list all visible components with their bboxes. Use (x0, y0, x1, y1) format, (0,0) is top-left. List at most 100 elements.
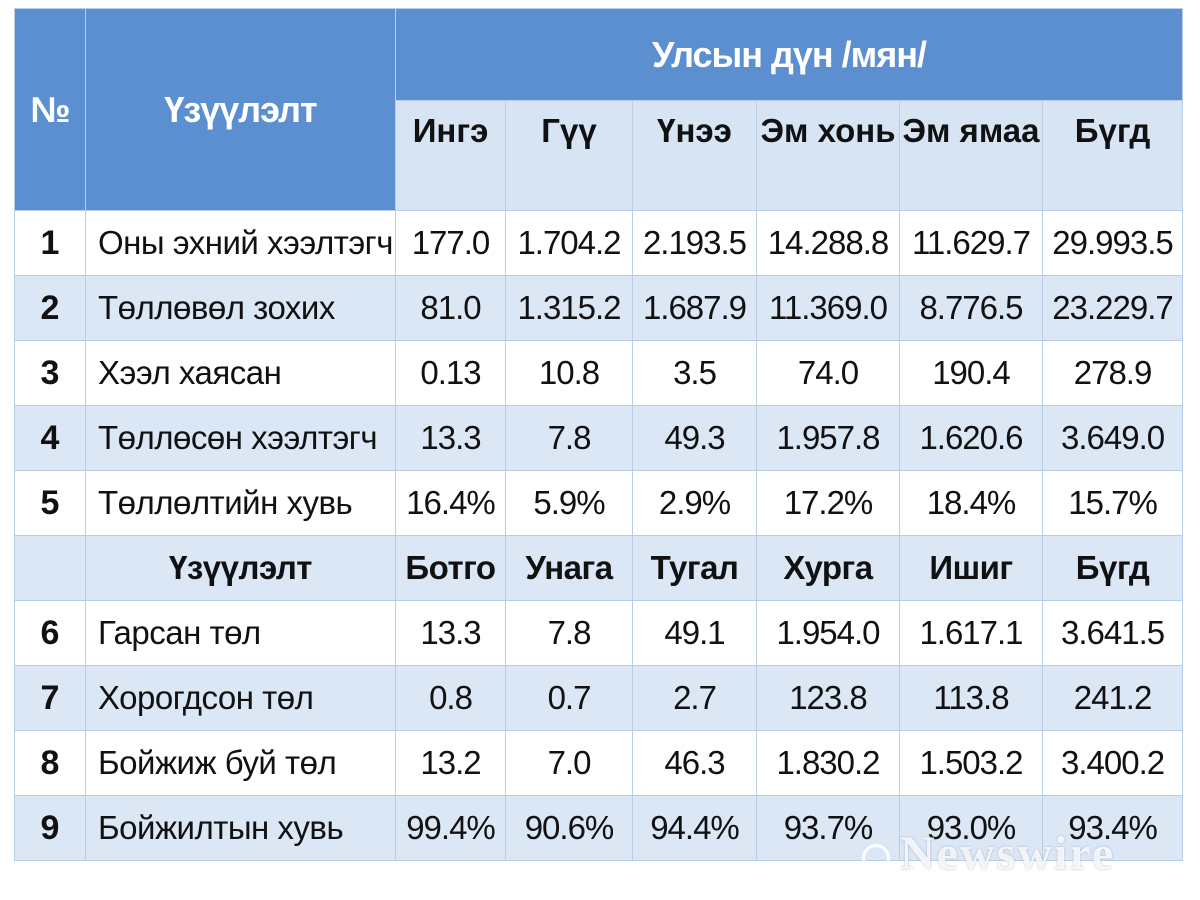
number-header: № (14, 8, 86, 211)
row-number: 1 (14, 210, 86, 276)
cell-value: 93.0% (899, 795, 1043, 861)
cell-value: 7.8 (505, 405, 633, 471)
cell-value: 1.687.9 (632, 275, 757, 341)
table-row: 7 Хорогдсон төл 0.8 0.7 2.7 123.8 113.8 241.2 (14, 665, 1184, 731)
column-header: Эм ямаа (899, 100, 1043, 211)
young-column-header: Ишиг (899, 535, 1043, 601)
cell-value: 1.315.2 (505, 275, 633, 341)
cell-value: 99.4% (395, 795, 506, 861)
row-number: 4 (14, 405, 86, 471)
cell-value: 113.8 (899, 665, 1043, 731)
table-row: 1 Оны эхний хээлтэгч 177.0 1.704.2 2.193.5 14… (14, 210, 1184, 276)
cell-value: 0.13 (395, 340, 506, 406)
cell-value: 90.6% (505, 795, 633, 861)
cell-value: 1.503.2 (899, 730, 1043, 796)
column-header: Ингэ (395, 100, 506, 211)
newswire-logo-icon (862, 843, 890, 872)
cell-value: 1.954.0 (756, 600, 900, 666)
row-number: 2 (14, 275, 86, 341)
cell-value: 241.2 (1041, 665, 1184, 731)
cell-value: 123.8 (756, 665, 900, 731)
cell-value: 49.1 (632, 600, 757, 666)
table-row: 9 Бойжилтын хувь 99.4% 90.6% 94.4% 93.7% 93.0%… (14, 795, 1184, 861)
young-column-header: Бүгд (1041, 535, 1184, 601)
cell-value: 3.649.0 (1041, 405, 1184, 471)
row-label: Хорогдсон төл (85, 665, 396, 731)
table-row: 5 Төллөлтийн хувь 16.4% 5.9% 2.9% 17.2% 18.4% 1… (14, 470, 1184, 536)
indicator-subheader: Үзүүлэлт (85, 535, 396, 601)
row-label: Оны эхний хээлтэгч (85, 210, 396, 276)
cell-value: 1.704.2 (505, 210, 633, 276)
cell-value: 13.2 (395, 730, 506, 796)
row-number: 9 (14, 795, 86, 861)
cell-value: 8.776.5 (899, 275, 1043, 341)
empty-cell (14, 535, 86, 601)
cell-value: 3.641.5 (1041, 600, 1184, 666)
cell-value: 29.993.5 (1041, 210, 1184, 276)
table-row: 4 Төллөсөн хээлтэгч 13.3 7.8 49.3 1.957.8 1.62… (14, 405, 1184, 471)
cell-value: 5.9% (505, 470, 633, 536)
cell-value: 2.9% (632, 470, 757, 536)
row-label: Төллөсөн хээлтэгч (85, 405, 396, 471)
cell-value: 7.0 (505, 730, 633, 796)
indicator-header: Үзүүлэлт (85, 8, 396, 211)
row-label: Хээл хаясан (85, 340, 396, 406)
table-row: 2 Төллөвөл зохих 81.0 1.315.2 1.687.9 11.369.… (14, 275, 1184, 341)
column-header: Бүгд (1041, 100, 1184, 211)
cell-value: 13.3 (395, 600, 506, 666)
cell-value: 18.4% (899, 470, 1043, 536)
row-label: Бойжиж буй төл (85, 730, 396, 796)
column-header: Гүү (505, 100, 633, 211)
cell-value: 190.4 (899, 340, 1043, 406)
column-header-row: Ингэ Гүү Үнээ Эм хонь Эм ямаа Бүгд (15, 100, 1184, 211)
cell-value: 177.0 (395, 210, 506, 276)
row-label: Бойжилтын хувь (85, 795, 396, 861)
cell-value: 2.193.5 (632, 210, 757, 276)
cell-value: 1.617.1 (899, 600, 1043, 666)
row-number: 3 (14, 340, 86, 406)
cell-value: 3.5 (632, 340, 757, 406)
cell-value: 14.288.8 (756, 210, 900, 276)
young-column-header: Унага (505, 535, 633, 601)
young-column-header: Тугал (632, 535, 757, 601)
watermark-text: Newswire (900, 827, 1116, 880)
cell-value: 1.830.2 (756, 730, 900, 796)
young-column-header: Ботго (395, 535, 506, 601)
column-header: Эм хонь (756, 100, 900, 211)
young-column-header: Хурга (756, 535, 900, 601)
row-number: 8 (14, 730, 86, 796)
row-number: 5 (14, 470, 86, 536)
cell-value: 46.3 (632, 730, 757, 796)
cell-value: 1.620.6 (899, 405, 1043, 471)
cell-value: 1.957.8 (756, 405, 900, 471)
cell-value: 11.629.7 (899, 210, 1043, 276)
table-row: 6 Гарсан төл 13.3 7.8 49.1 1.954.0 1.617.1 3.64… (14, 600, 1184, 666)
table-row: 3 Хээл хаясан 0.13 10.8 3.5 74.0 190.4 278.9 (14, 340, 1184, 406)
table-row: 8 Бойжиж буй төл 13.2 7.0 46.3 1.830.2 1.503.2… (14, 730, 1184, 796)
cell-value: 278.9 (1041, 340, 1184, 406)
cell-value: 0.8 (395, 665, 506, 731)
cell-value: 49.3 (632, 405, 757, 471)
cell-value: 3.400.2 (1041, 730, 1184, 796)
column-header: Үнээ (632, 100, 757, 211)
young-livestock-header-row: Үзүүлэлт Ботго Унага Тугал Хурга Ишиг Бүгд (14, 535, 1184, 601)
cell-value: 17.2% (756, 470, 900, 536)
row-label: Гарсан төл (85, 600, 396, 666)
cell-value: 15.7% (1041, 470, 1184, 536)
cell-value: 93.4% (1041, 795, 1184, 861)
row-number: 7 (14, 665, 86, 731)
cell-value: 81.0 (395, 275, 506, 341)
cell-value: 13.3 (395, 405, 506, 471)
cell-value: 7.8 (505, 600, 633, 666)
cell-value: 23.229.7 (1041, 275, 1184, 341)
cell-value: 10.8 (505, 340, 633, 406)
cell-value: 16.4% (395, 470, 506, 536)
livestock-statistics-table: № Үзүүлэлт Улсын дүн /мян/ Ингэ Гүү Үнээ Эм… (14, 8, 1184, 861)
row-label: Төллөвөл зохих (85, 275, 396, 341)
cell-value: 2.7 (632, 665, 757, 731)
row-number: 6 (14, 600, 86, 666)
cell-value: 0.7 (505, 665, 633, 731)
cell-value: 94.4% (632, 795, 757, 861)
cell-value: 74.0 (756, 340, 900, 406)
national-total-header: Улсын дүн /мян/ (394, 8, 1184, 101)
